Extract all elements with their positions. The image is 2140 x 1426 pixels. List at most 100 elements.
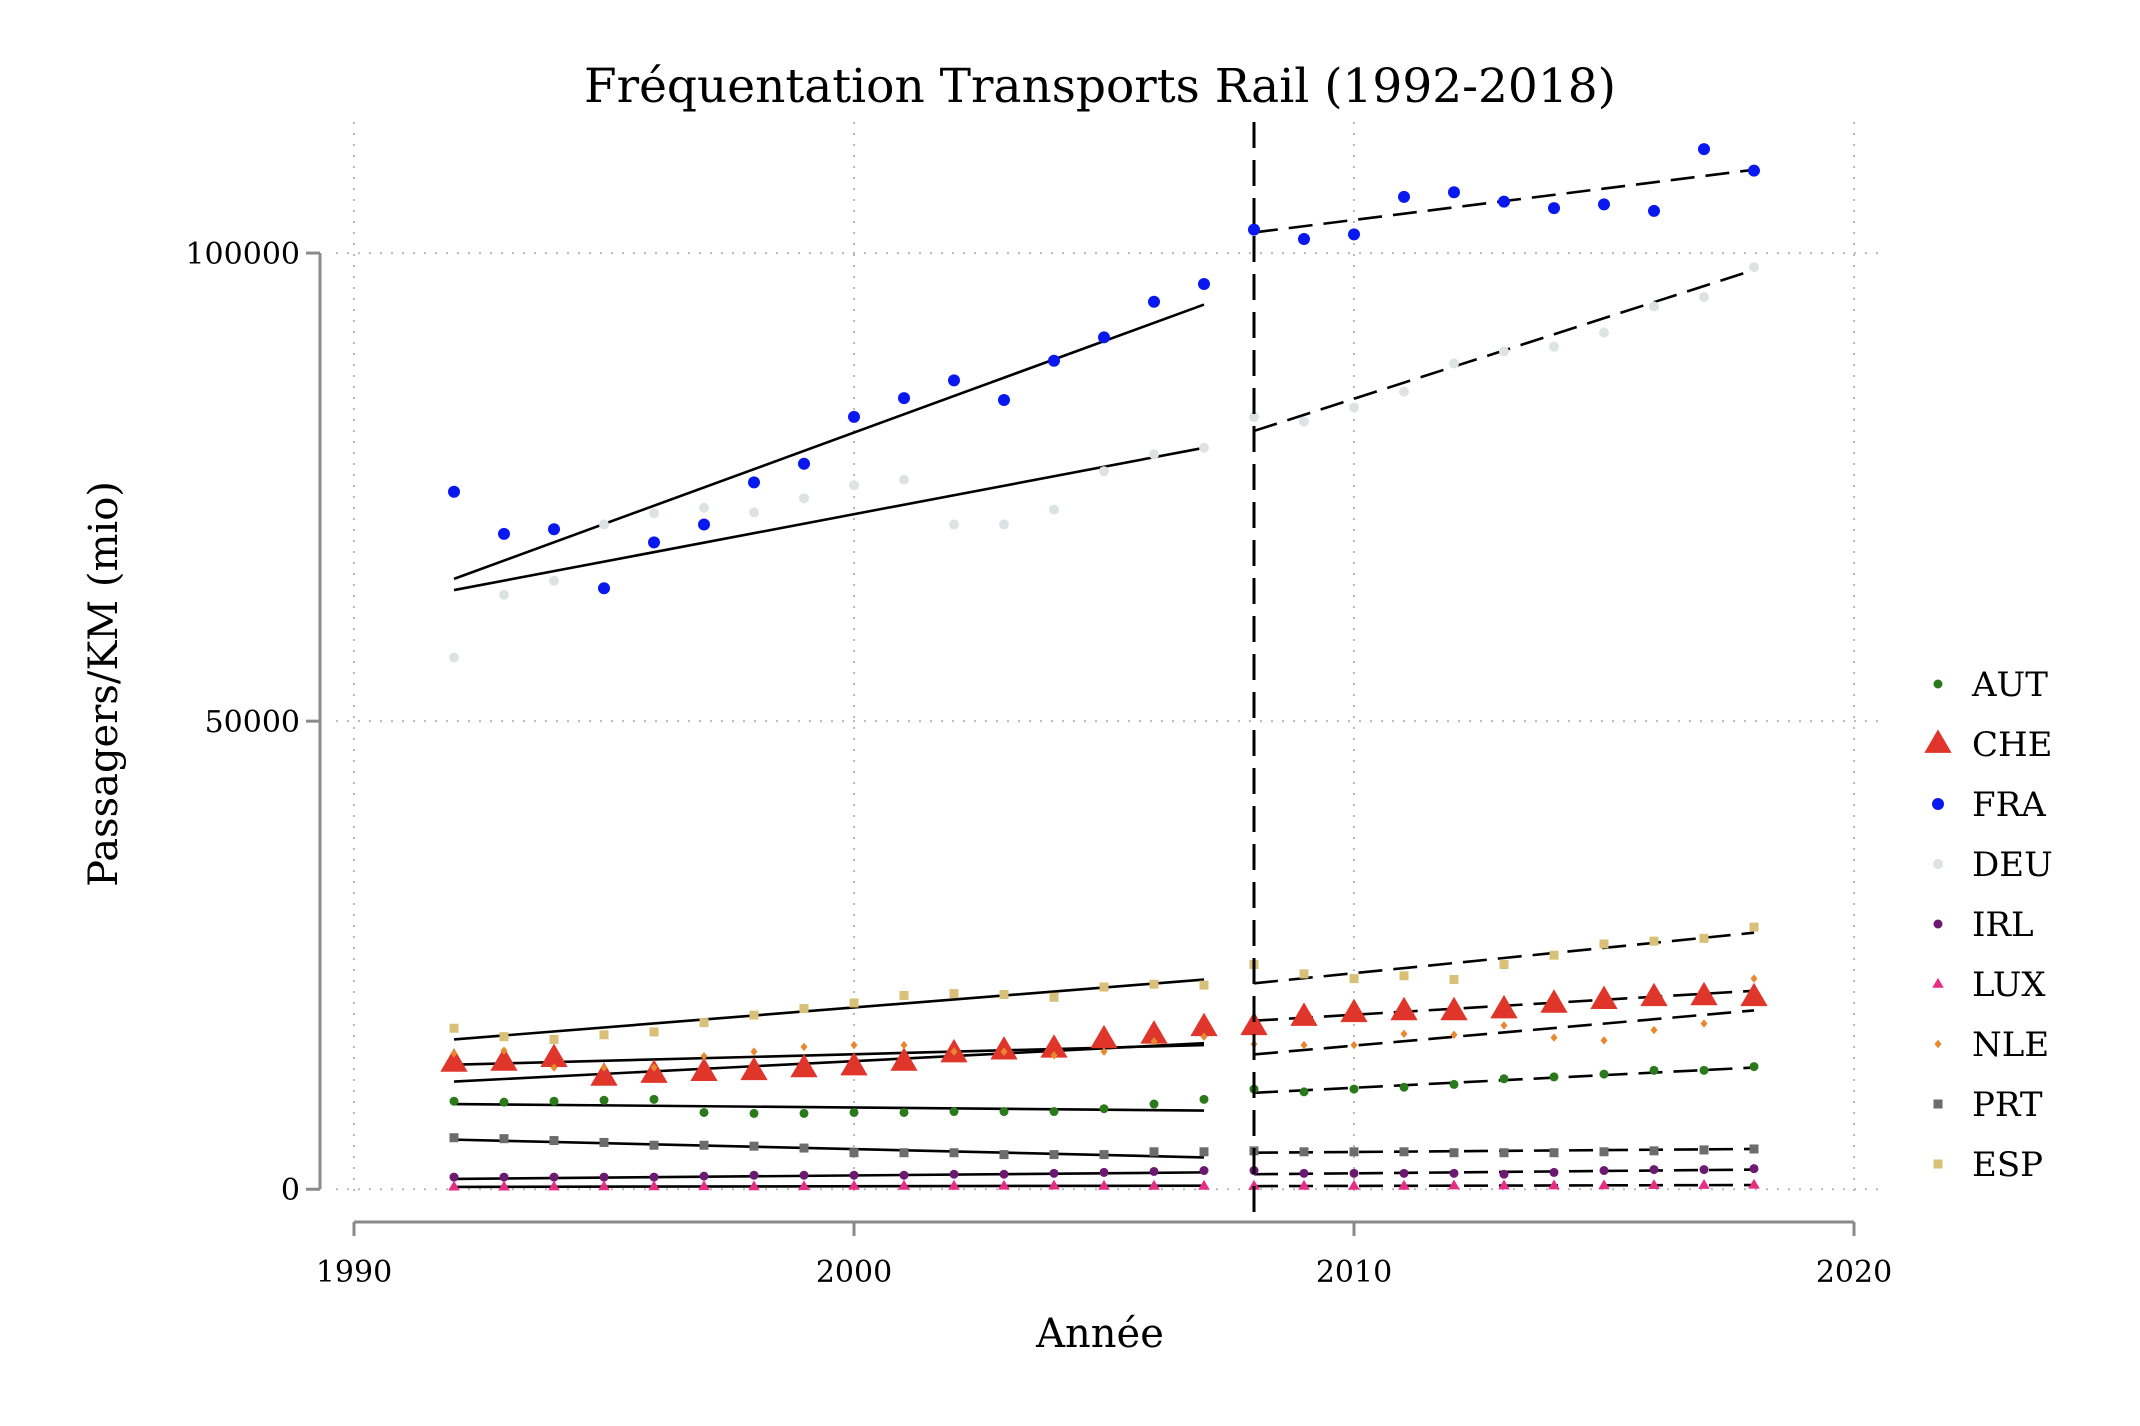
data-point-irl (1099, 1167, 1109, 1177)
series-fra (448, 143, 1760, 595)
data-point-irl (1699, 1165, 1709, 1175)
data-point-che (1190, 1012, 1218, 1037)
trend-line-esp (1253, 931, 1755, 985)
data-point-prt (649, 1140, 659, 1150)
legend-label-deu: DEU (1972, 845, 2053, 885)
data-point-aut (1299, 1087, 1309, 1097)
data-point-fra (1198, 277, 1210, 290)
data-point-deu (1649, 301, 1659, 312)
data-point-esp (1649, 936, 1659, 946)
data-point-fra (1648, 204, 1660, 217)
data-point-fra (1598, 198, 1610, 211)
data-point-lux (1748, 1178, 1760, 1189)
data-point-esp (699, 1018, 709, 1028)
data-point-prt (849, 1148, 859, 1158)
data-point-deu (1699, 292, 1709, 303)
data-point-lux (948, 1179, 960, 1190)
y-tick-label: 0 (281, 1173, 300, 1208)
data-point-deu (1349, 402, 1359, 413)
data-point-fra (1348, 228, 1360, 241)
data-point-nle (850, 1040, 858, 1050)
data-point-deu (749, 507, 759, 518)
legend-item-che: CHE (1924, 725, 2052, 765)
data-point-nle (1400, 1029, 1408, 1039)
data-point-che (840, 1052, 868, 1076)
data-point-prt (1549, 1148, 1559, 1158)
trend-line-lux (453, 1184, 1205, 1189)
data-point-lux (748, 1180, 760, 1191)
data-point-fra (498, 527, 510, 540)
data-point-che (1540, 989, 1568, 1013)
data-point-che (1440, 996, 1468, 1021)
data-point-che (440, 1048, 468, 1072)
data-point-nle (1450, 1030, 1458, 1039)
trend-line-esp (453, 978, 1205, 1041)
data-point-nle (650, 1063, 658, 1072)
data-point-fra (598, 582, 610, 595)
x-tick-label: 2000 (816, 1255, 892, 1290)
data-point-aut (1149, 1099, 1159, 1109)
legend-label-irl: IRL (1972, 905, 2034, 945)
data-point-lux (698, 1180, 710, 1191)
data-point-lux (498, 1180, 510, 1191)
data-point-prt (999, 1150, 1009, 1160)
data-point-aut (1549, 1072, 1559, 1082)
data-point-irl (1749, 1164, 1759, 1174)
x-axis-label: Année (1035, 1311, 1164, 1357)
data-point-che (1490, 994, 1518, 1019)
data-point-deu (1049, 504, 1059, 515)
data-point-nle (1000, 1047, 1008, 1056)
legend-label-fra: FRA (1972, 785, 2046, 825)
data-point-fra (998, 394, 1010, 407)
legend-item-aut: AUT (1933, 665, 2048, 705)
data-point-nle (800, 1042, 808, 1052)
data-point-lux (848, 1179, 860, 1190)
data-point-lux (648, 1180, 660, 1191)
data-point-fra (748, 476, 760, 489)
data-point-prt (749, 1141, 759, 1151)
legend-item-deu: DEU (1933, 845, 2053, 885)
data-point-prt (1099, 1150, 1109, 1160)
data-point-nle (1200, 1032, 1208, 1041)
data-point-fra (1498, 195, 1510, 208)
data-point-prt (949, 1148, 959, 1158)
data-point-prt (1699, 1145, 1709, 1155)
data-point-deu (1499, 346, 1509, 357)
data-point-prt (1599, 1147, 1609, 1157)
data-point-aut (1199, 1094, 1209, 1104)
legend-marker-esp (1933, 1159, 1943, 1169)
data-point-esp (1749, 922, 1759, 932)
data-point-irl (899, 1170, 909, 1180)
data-point-lux (1498, 1179, 1510, 1190)
data-point-nle (1550, 1033, 1558, 1042)
data-point-irl (1399, 1168, 1409, 1178)
data-point-aut (1649, 1065, 1659, 1075)
legend-label-esp: ESP (1972, 1145, 2043, 1185)
data-point-aut (1349, 1084, 1359, 1094)
trend-line-nle (1253, 1009, 1755, 1056)
data-point-che (1590, 985, 1618, 1009)
data-point-deu (1449, 358, 1459, 369)
data-point-esp (1099, 982, 1109, 992)
data-point-prt (1649, 1146, 1659, 1156)
data-point-nle (1650, 1025, 1658, 1035)
data-point-prt (1049, 1150, 1059, 1160)
data-point-esp (1549, 950, 1559, 960)
data-point-lux (1048, 1179, 1060, 1190)
legend-label-prt: PRT (1972, 1085, 2043, 1125)
data-point-fra (1698, 143, 1710, 156)
data-point-prt (1449, 1148, 1459, 1158)
data-point-che (590, 1062, 618, 1086)
data-point-lux (1698, 1178, 1710, 1189)
data-point-aut (899, 1107, 909, 1117)
data-point-deu (699, 502, 709, 513)
data-point-irl (599, 1172, 609, 1182)
data-point-esp (949, 989, 959, 999)
data-point-nle (500, 1046, 508, 1055)
data-point-irl (499, 1172, 509, 1182)
data-point-esp (549, 1034, 559, 1044)
data-point-esp (799, 1004, 809, 1014)
data-point-nle (1700, 1019, 1708, 1028)
data-point-fra (1048, 354, 1060, 367)
data-point-esp (1199, 980, 1209, 990)
